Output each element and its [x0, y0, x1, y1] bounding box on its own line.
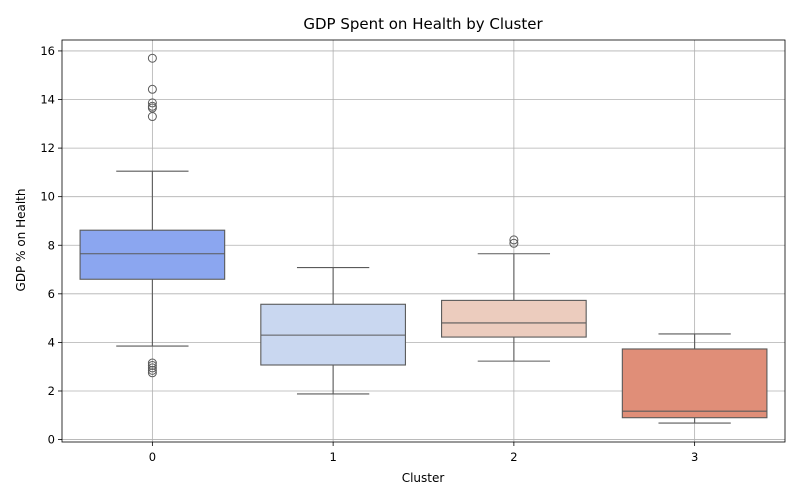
y-tick-label: 0: [48, 433, 55, 447]
outlier-point: [147, 363, 157, 373]
x-tick-label: 1: [329, 450, 336, 464]
outlier-point: [147, 84, 157, 94]
plot-frame: [61, 39, 786, 443]
iqr-box: [79, 229, 226, 280]
iqr-box: [621, 348, 768, 419]
box-group-cluster-3: [621, 333, 768, 424]
outlier-point: [147, 103, 157, 113]
y-tick-label: 14: [40, 93, 55, 107]
y-axis-label: GDP % on Health: [14, 189, 28, 292]
y-tick-label: 8: [48, 238, 55, 252]
box-group-cluster-0: [79, 53, 226, 378]
x-tick-label: 2: [510, 450, 517, 464]
y-tick-label: 4: [48, 335, 55, 349]
box-group-cluster-2: [441, 235, 587, 362]
outlier-point: [147, 53, 157, 63]
outlier-point: [147, 358, 157, 368]
x-tick-label: 3: [691, 450, 698, 464]
outlier-point: [509, 235, 519, 245]
chart-title: GDP Spent on Health by Cluster: [303, 15, 543, 33]
y-tick-label: 2: [48, 384, 55, 398]
outlier-point: [147, 365, 157, 375]
outlier-point: [147, 360, 157, 370]
outlier-point: [147, 98, 157, 108]
x-tick-label: 0: [149, 450, 156, 464]
iqr-box: [441, 299, 587, 338]
outlier-point: [147, 112, 157, 122]
y-tick-label: 10: [40, 190, 55, 204]
box-group-cluster-1: [260, 267, 406, 395]
boxes-layer: [79, 53, 768, 424]
outlier-point: [147, 368, 157, 378]
y-tick-label: 12: [40, 141, 55, 155]
y-tick-label: 16: [40, 44, 55, 58]
x-axis-label: Cluster: [402, 471, 445, 485]
outlier-point: [509, 238, 519, 248]
y-tick-label: 6: [48, 287, 55, 301]
